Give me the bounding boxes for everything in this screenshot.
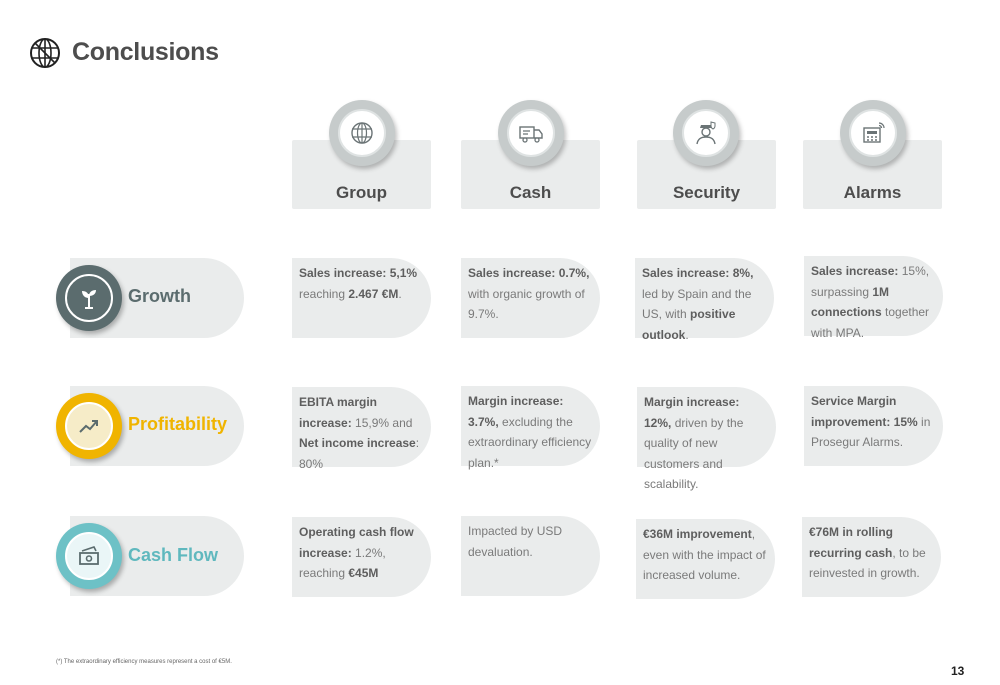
page-number: 13: [951, 664, 965, 678]
cell-cash-flow-cash: Impacted by USD devaluation.: [461, 516, 600, 596]
page-title: Conclusions: [72, 38, 219, 66]
cell-text-segment: Sales increase: 0.7%,: [468, 266, 590, 280]
footnote: (*) The extraordinary efficiency measure…: [56, 659, 232, 665]
cell-text-segment: EBITA margin increase:: [299, 395, 378, 430]
cell-profitability-cash: Margin increase: 3.7%, excluding the ext…: [461, 386, 600, 470]
cell-cash-flow-alarms: €76M in rolling recurring cash, to be re…: [802, 517, 941, 597]
cell-text-segment: led by Spain and the US, with: [642, 286, 752, 322]
plant-icon: [82, 290, 96, 309]
row-label-profitability: Profitability: [128, 414, 228, 434]
cell-growth-cash: Sales increase: 0.7%, with organic growt…: [461, 258, 600, 338]
cell-text-segment: €45M: [348, 566, 379, 580]
cell-text-segment: Net income increase: [299, 436, 416, 450]
security-guard-icon: [673, 100, 739, 166]
cell-text-segment: .: [398, 286, 402, 301]
alarm-panel-icon: [840, 100, 906, 166]
row-label-growth: Growth: [128, 286, 191, 306]
column-label: Alarms: [843, 183, 902, 202]
column-label: Security: [672, 183, 741, 202]
cell-text-segment: Service Margin improvement: 15%: [811, 394, 918, 429]
cell-text-segment: together with MPA.: [811, 305, 930, 340]
cell-text-segment: positive outlook: [642, 307, 736, 342]
cell-text-segment: excluding the extraordinary efficiency p…: [468, 414, 592, 470]
cell-cash-flow-group: Operating cash flow increase: 1.2%, reac…: [292, 517, 431, 597]
cell-text-segment: Margin increase: 12%,: [644, 395, 740, 430]
cell-growth-group: Sales increase: 5,1% reaching 2.467 €M.: [292, 258, 431, 338]
cell-text-segment: 15,9% and: [351, 415, 413, 430]
cell-text-segment: €36M improvement: [643, 527, 752, 541]
row-badge-cash-flow: [56, 516, 122, 596]
row-badge-profitability: [56, 386, 122, 466]
cell-text-segment: , to be reinvested in growth.: [809, 545, 926, 581]
cell-text-segment: : 80%: [299, 436, 420, 471]
cell-text-segment: Sales increase: 8%,: [642, 266, 754, 280]
column-label: Cash: [509, 183, 552, 202]
cell-cash-flow-security: €36M improvement, even with the impact o…: [636, 519, 775, 599]
cell-text-segment: in Prosegur Alarms.: [811, 414, 931, 450]
cell-text-segment: 15%, surpassing: [811, 264, 930, 299]
globe-icon: [30, 38, 60, 68]
cell-profitability-alarms: Service Margin improvement: 15% in Prose…: [804, 386, 943, 466]
cell-text-segment: with organic growth of 9.7%.: [468, 286, 585, 322]
globe-icon: [329, 100, 395, 166]
row-badge-growth: [56, 258, 122, 338]
cell-text-segment: , even with the impact of increased volu…: [643, 527, 766, 582]
cell-profitability-security: Margin increase: 12%, driven by the qual…: [637, 387, 776, 491]
cell-growth-alarms: Sales increase: 15%, surpassing 1M conne…: [804, 256, 943, 340]
armored-truck-icon: [498, 100, 564, 166]
cell-text-segment: Impacted by USD devaluation.: [468, 524, 563, 559]
trend-up-icon: [79, 420, 98, 433]
cell-text-segment: .: [685, 327, 689, 342]
cell-text-segment: Margin increase: 3.7%,: [468, 394, 564, 429]
cell-text-segment: 1.2%, reaching: [299, 545, 386, 581]
cell-text-segment: driven by the quality of new customers a…: [644, 415, 744, 492]
cell-text-segment: €76M in rolling recurring cash: [809, 525, 894, 560]
cash-icon: [79, 546, 99, 565]
cell-text-segment: Sales increase:: [811, 264, 899, 278]
cell-text-segment: 1M connections: [811, 284, 890, 320]
column-label: Group: [336, 183, 387, 202]
cell-growth-security: Sales increase: 8%, led by Spain and the…: [635, 258, 774, 342]
cell-profitability-group: EBITA margin increase: 15,9% and Net inc…: [292, 387, 431, 471]
row-label-cash-flow: Cash Flow: [128, 545, 219, 565]
cell-text-segment: Operating cash flow increase:: [299, 525, 414, 560]
cell-text-segment: reaching: [299, 286, 349, 301]
cell-text-segment: 2.467 €M: [348, 286, 399, 301]
cell-text-segment: Sales increase: 5,1%: [299, 266, 418, 280]
